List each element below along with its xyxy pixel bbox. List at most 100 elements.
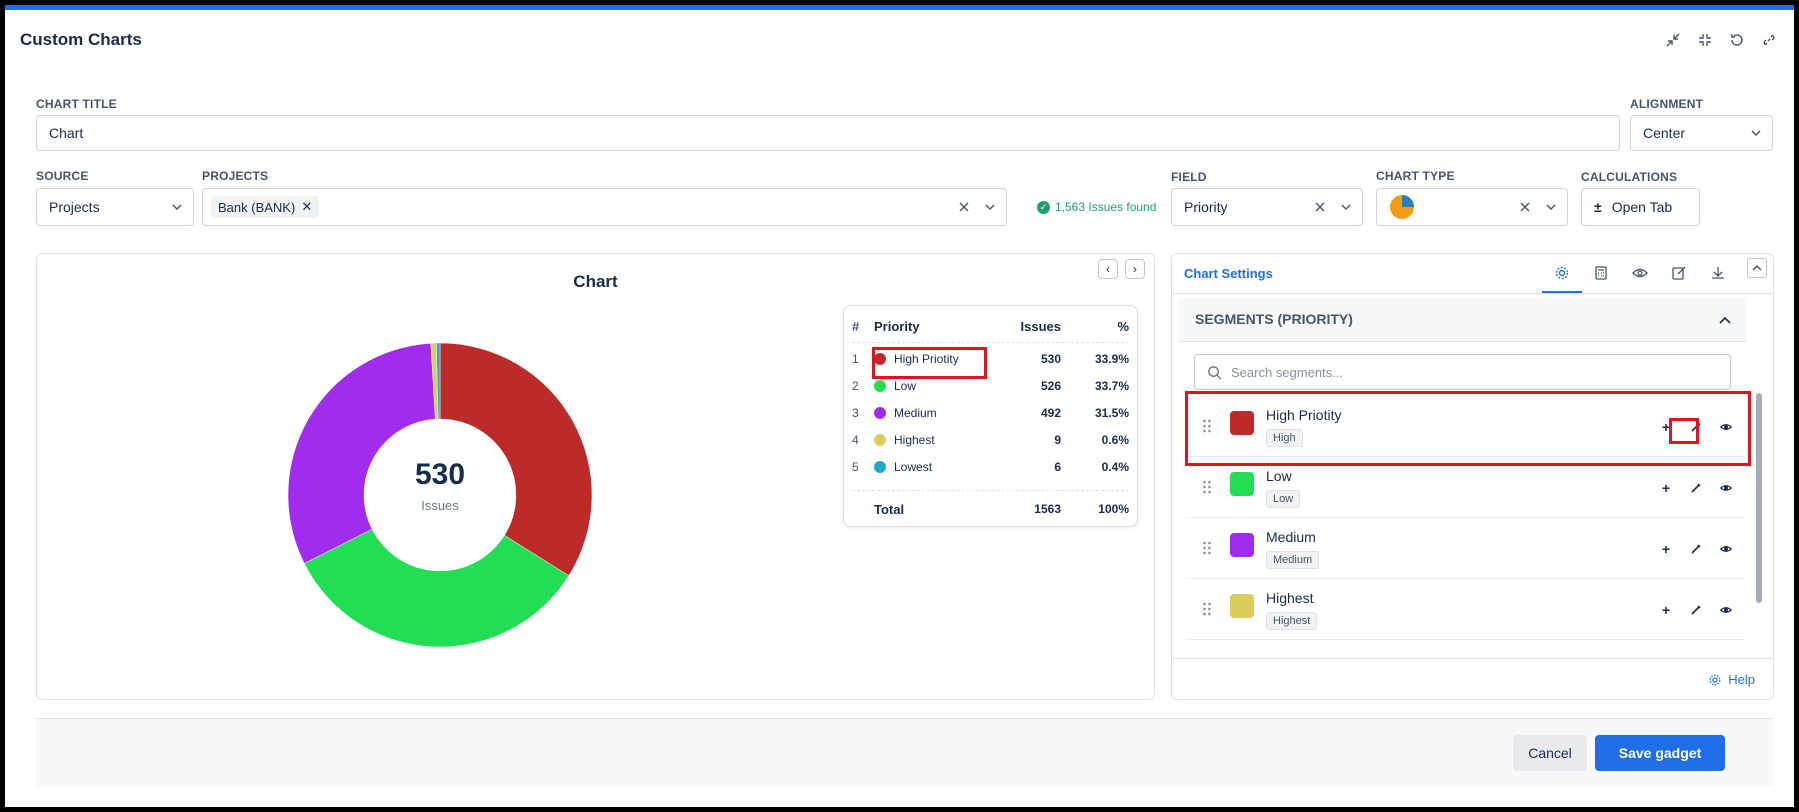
chevron-down-icon[interactable] bbox=[1545, 201, 1557, 213]
segment-color-swatch[interactable] bbox=[1230, 533, 1254, 557]
legend-header: # Priority Issues % bbox=[852, 313, 1129, 339]
alignment-select[interactable]: Center bbox=[1630, 115, 1773, 151]
plus-minus-icon: ± bbox=[1594, 199, 1602, 215]
row-name: High Priotity bbox=[894, 352, 959, 366]
segment-color-swatch[interactable] bbox=[1230, 472, 1254, 496]
eye-icon[interactable] bbox=[1718, 541, 1734, 557]
projects-select[interactable]: Bank (BANK) ✕ bbox=[202, 188, 1007, 226]
plus-icon[interactable]: + bbox=[1661, 480, 1671, 496]
scrollbar-thumb[interactable] bbox=[1756, 393, 1762, 603]
row-name: Medium bbox=[894, 406, 937, 420]
chevron-down-icon[interactable] bbox=[1340, 201, 1352, 213]
source-value: Projects bbox=[49, 199, 100, 215]
total-issues: 1563 bbox=[1034, 502, 1061, 516]
field-select[interactable]: Priority bbox=[1171, 188, 1363, 226]
drag-handle-icon[interactable] bbox=[1202, 419, 1212, 433]
row-name-cell: High Priotity bbox=[874, 352, 1001, 366]
chevron-left-icon[interactable]: ‹ bbox=[1098, 259, 1118, 279]
remove-tag-icon[interactable]: ✕ bbox=[301, 199, 313, 214]
chevron-up-icon[interactable] bbox=[1747, 258, 1767, 278]
refresh-icon[interactable] bbox=[1727, 30, 1747, 50]
row-name-cell: Lowest bbox=[874, 460, 1001, 474]
donut-slice-low[interactable] bbox=[303, 528, 570, 648]
eye-icon[interactable] bbox=[1718, 602, 1734, 618]
link-icon[interactable] bbox=[1759, 30, 1779, 50]
chart-title-input[interactable]: Chart bbox=[36, 115, 1620, 151]
drag-handle-icon[interactable] bbox=[1202, 541, 1212, 555]
calculator-icon[interactable] bbox=[1592, 264, 1610, 282]
chevron-right-icon[interactable]: › bbox=[1125, 259, 1145, 279]
legend-row: 4 Highest 9 0.6% bbox=[852, 427, 1129, 453]
top-accent-bar bbox=[5, 5, 1794, 10]
legend-row: 3 Medium 492 31.5% bbox=[852, 400, 1129, 426]
eye-icon[interactable] bbox=[1718, 480, 1734, 496]
clear-icon[interactable] bbox=[958, 201, 970, 213]
open-tab-button[interactable]: ± Open Tab bbox=[1581, 188, 1700, 226]
segment-color-swatch[interactable] bbox=[1230, 594, 1254, 618]
gear-icon[interactable] bbox=[1553, 264, 1571, 282]
open-tab-label: Open Tab bbox=[1611, 199, 1673, 215]
plus-icon[interactable]: + bbox=[1661, 602, 1671, 618]
header: Custom Charts bbox=[20, 30, 1779, 54]
segment-tag: Low bbox=[1266, 490, 1301, 508]
pencil-icon[interactable] bbox=[1688, 602, 1704, 618]
row-name-cell: Highest bbox=[874, 433, 1001, 447]
pencil-icon[interactable] bbox=[1688, 480, 1704, 496]
segment-row: Medium Medium + bbox=[1186, 519, 1744, 579]
drag-handle-icon[interactable] bbox=[1202, 602, 1212, 616]
donut-slice-medium[interactable] bbox=[287, 343, 436, 564]
segment-color-swatch[interactable] bbox=[1230, 411, 1254, 435]
row-pct: 0.4% bbox=[1101, 460, 1129, 474]
clear-icon[interactable] bbox=[1314, 201, 1326, 213]
download-icon[interactable] bbox=[1709, 264, 1727, 282]
col-issues: Issues bbox=[1020, 318, 1061, 334]
legend-dot bbox=[874, 380, 886, 392]
total-label: Total bbox=[874, 501, 905, 517]
donut-slice-high-priotity[interactable] bbox=[439, 342, 593, 577]
page-title: Custom Charts bbox=[20, 30, 142, 49]
search-placeholder: Search segments... bbox=[1231, 364, 1343, 380]
legend-total-row: Total 1563 100% bbox=[852, 496, 1129, 522]
donut-slice-lowest[interactable] bbox=[436, 342, 441, 420]
edit-icon[interactable] bbox=[1670, 264, 1688, 282]
total-pct: 100% bbox=[1098, 502, 1129, 516]
highlight-box-edit bbox=[1669, 418, 1699, 444]
chevron-up-icon[interactable] bbox=[1718, 314, 1732, 328]
segments-title: SEGMENTS (PRIORITY) bbox=[1195, 311, 1353, 327]
minimize-icon[interactable] bbox=[1663, 30, 1683, 50]
segment-row: Low Low + bbox=[1186, 458, 1744, 518]
chart-type-select[interactable] bbox=[1376, 188, 1568, 226]
source-label: SOURCE bbox=[36, 169, 89, 183]
segment-tag: High bbox=[1266, 429, 1303, 447]
row-issues: 9 bbox=[1054, 433, 1061, 447]
help-link[interactable]: Help bbox=[1708, 672, 1755, 687]
highlight-box bbox=[872, 347, 987, 379]
cancel-button[interactable]: Cancel bbox=[1513, 735, 1587, 771]
chart-settings-tab[interactable]: Chart Settings bbox=[1184, 266, 1273, 281]
segments-header[interactable]: SEGMENTS (PRIORITY) bbox=[1179, 298, 1746, 342]
search-segments-input[interactable]: Search segments... bbox=[1194, 354, 1731, 390]
row-name: Highest bbox=[894, 433, 935, 447]
clear-icon[interactable] bbox=[1519, 201, 1531, 213]
plus-icon[interactable]: + bbox=[1661, 541, 1671, 557]
scrollbar[interactable] bbox=[1755, 298, 1763, 658]
alignment-value: Center bbox=[1643, 125, 1686, 141]
alignment-label: ALIGNMENT bbox=[1630, 97, 1704, 111]
plus-icon[interactable]: + bbox=[1661, 419, 1671, 435]
legend-row: 2 Low 526 33.7% bbox=[852, 373, 1129, 399]
source-select[interactable]: Projects bbox=[36, 188, 194, 226]
issues-found-status: ✓ 1,563 Issues found bbox=[1037, 200, 1156, 214]
check-circle-icon: ✓ bbox=[1037, 200, 1050, 214]
col-pct: % bbox=[1117, 318, 1129, 334]
save-gadget-button[interactable]: Save gadget bbox=[1595, 735, 1725, 771]
row-pct: 0.6% bbox=[1101, 433, 1129, 447]
chart-title-label: CHART TITLE bbox=[36, 97, 117, 111]
chevron-down-icon[interactable] bbox=[984, 201, 996, 213]
eye-icon[interactable] bbox=[1718, 419, 1734, 435]
footer-bar: Cancel Save gadget bbox=[36, 718, 1773, 786]
collapse-icon[interactable] bbox=[1695, 30, 1715, 50]
drag-handle-icon[interactable] bbox=[1202, 480, 1212, 494]
eye-icon[interactable] bbox=[1631, 264, 1649, 282]
gear-icon bbox=[1709, 674, 1721, 685]
pencil-icon[interactable] bbox=[1688, 541, 1704, 557]
